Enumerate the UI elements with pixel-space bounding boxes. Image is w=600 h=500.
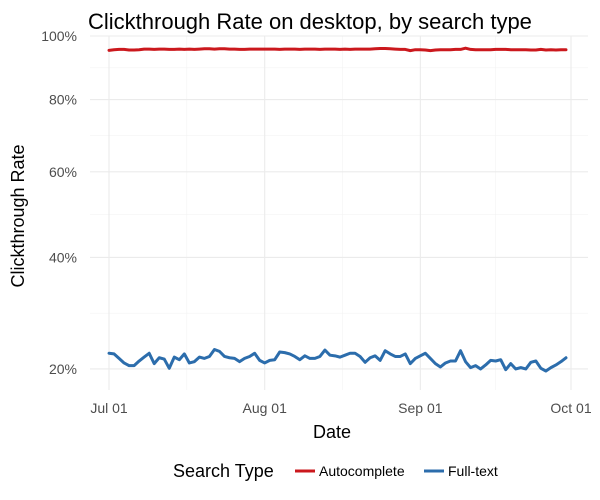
series-line-full-text <box>107 347 568 373</box>
x-tick-label: Aug 01 <box>242 400 287 416</box>
y-tick-label: 60% <box>49 164 77 180</box>
legend-title: Search Type <box>173 461 274 481</box>
legend-label-autocomplete: Autocomplete <box>319 463 405 479</box>
minor-gridlines <box>90 36 588 390</box>
legend: Search Type Autocomplete Full-text <box>173 461 498 481</box>
x-axis-title: Date <box>313 422 351 442</box>
y-tick-label: 80% <box>49 92 77 108</box>
x-tick-label: Oct 01 <box>550 400 591 416</box>
y-axis-ticks: 20% 40% 60% 80% 100% <box>41 28 77 377</box>
x-tick-label: Jul 01 <box>90 400 128 416</box>
y-axis-title: Clickthrough Rate <box>8 144 28 287</box>
y-tick-label: 100% <box>41 28 77 44</box>
series-line-autocomplete <box>107 46 568 53</box>
series-layer <box>107 46 568 373</box>
legend-label-full-text: Full-text <box>448 463 498 479</box>
chart-title: Clickthrough Rate on desktop, by search … <box>88 9 532 34</box>
y-tick-label: 20% <box>49 361 77 377</box>
major-gridlines <box>90 35 588 390</box>
x-axis-ticks: Jul 01 Aug 01 Sep 01 Oct 01 <box>90 400 592 416</box>
x-tick-label: Sep 01 <box>398 400 443 416</box>
y-tick-label: 40% <box>49 249 77 265</box>
